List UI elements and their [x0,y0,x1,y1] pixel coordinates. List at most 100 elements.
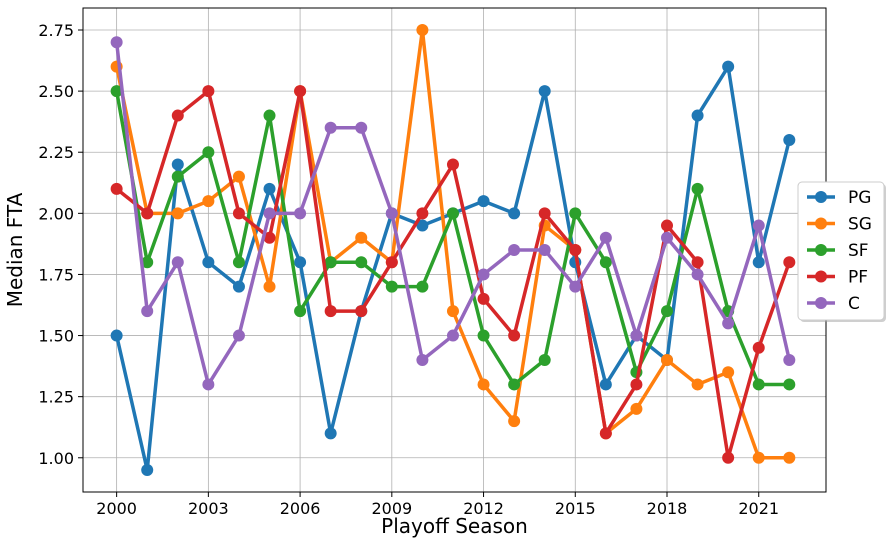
data-point-sf [691,182,704,195]
y-tick-label: 2.00 [38,204,74,223]
data-point-c [294,207,307,220]
legend: PG SG SF PF C [797,181,886,322]
legend-marker-pg [815,191,827,203]
data-point-pf [202,85,215,98]
y-tick-label: 1.00 [38,449,74,468]
data-point-sg [508,415,521,428]
data-point-pg [783,134,796,146]
data-point-pf [508,329,521,342]
data-point-pf [691,256,704,269]
legend-label-c: C [848,294,860,314]
data-point-pf [538,207,551,220]
data-point-pg [110,329,123,342]
series-c [110,36,796,391]
data-point-sf [171,170,184,183]
data-point-pg [324,427,337,440]
data-point-sg [263,280,276,293]
data-point-sf [385,280,398,293]
y-tick-label: 1.50 [38,327,74,346]
data-point-pf [752,341,765,354]
data-point-pg [691,109,704,122]
legend-marker-sf [815,244,827,256]
data-point-pf [141,207,154,220]
data-point-sg [355,231,368,244]
series-sf [110,85,796,391]
data-point-sg [171,207,184,220]
data-point-sg [202,195,215,208]
series-pf [110,85,796,464]
data-point-pg [202,256,215,269]
data-point-c [385,207,398,220]
data-point-sf [569,207,582,220]
legend-item-pg: PG [807,188,871,208]
data-point-pg [294,256,307,269]
legend-label-pg: PG [848,188,871,208]
data-point-pf [446,158,459,171]
legend-marker-c [815,297,827,309]
data-point-pg [232,280,245,293]
legend-item-sg: SG [807,215,872,235]
data-point-pf [110,182,123,195]
data-point-sg [691,378,704,391]
data-point-pg [752,256,765,269]
data-point-pg [141,464,154,476]
data-point-c [202,378,215,391]
x-axis: 2000 2003 2006 2009 2012 2015 2018 2021 [96,492,779,518]
data-point-sf [202,146,215,159]
data-point-sf [599,256,612,269]
data-point-c [783,354,796,366]
x-tick-label: 2003 [188,499,229,518]
data-point-c [232,329,245,342]
data-point-sf [783,378,796,391]
data-point-pg [599,378,612,391]
legend-item-c: C [807,294,860,314]
data-point-sf [232,256,245,269]
data-point-c [171,256,184,269]
data-point-c [538,244,551,256]
legend-item-sf: SF [807,241,869,261]
data-point-sf [446,207,459,220]
data-point-c [599,231,612,244]
data-point-sg [722,366,735,379]
data-point-sf [661,305,674,318]
data-point-c [752,219,765,232]
data-point-c [691,268,704,281]
data-point-pf [355,305,368,318]
data-point-c [355,121,368,134]
data-point-sf [477,329,490,342]
data-point-sg [446,305,459,318]
data-point-c [324,121,337,134]
data-point-sf [508,378,521,391]
data-point-c [630,329,643,342]
y-tick-label: 2.75 [38,21,74,40]
data-point-sf [752,378,765,391]
data-point-c [263,207,276,220]
data-point-pf [324,305,337,318]
data-point-pf [232,207,245,220]
data-point-c [110,36,123,49]
data-point-pg [722,60,735,73]
data-point-sf [141,256,154,269]
series-group [110,24,796,476]
data-point-sf [355,256,368,269]
data-point-sf [294,305,307,318]
data-point-c [661,231,674,244]
x-tick-label: 2021 [738,499,779,518]
data-point-pg [263,182,276,195]
data-point-c [477,268,490,281]
data-point-pf [722,451,735,464]
data-point-sg [661,354,674,366]
data-point-sf [110,85,123,98]
x-tick-label: 2009 [371,499,412,518]
data-point-sf [263,109,276,122]
y-axis-label: Median FTA [3,192,27,307]
data-point-sg [630,402,643,415]
data-point-c [416,354,429,366]
data-point-sf [538,354,551,366]
y-axis: 1.00 1.25 1.50 1.75 2.00 2.25 2.50 2.75 [38,21,83,468]
legend-marker-pf [815,270,827,283]
y-tick-label: 1.25 [38,388,74,407]
legend-label-sg: SG [848,215,872,235]
data-point-c [446,329,459,342]
